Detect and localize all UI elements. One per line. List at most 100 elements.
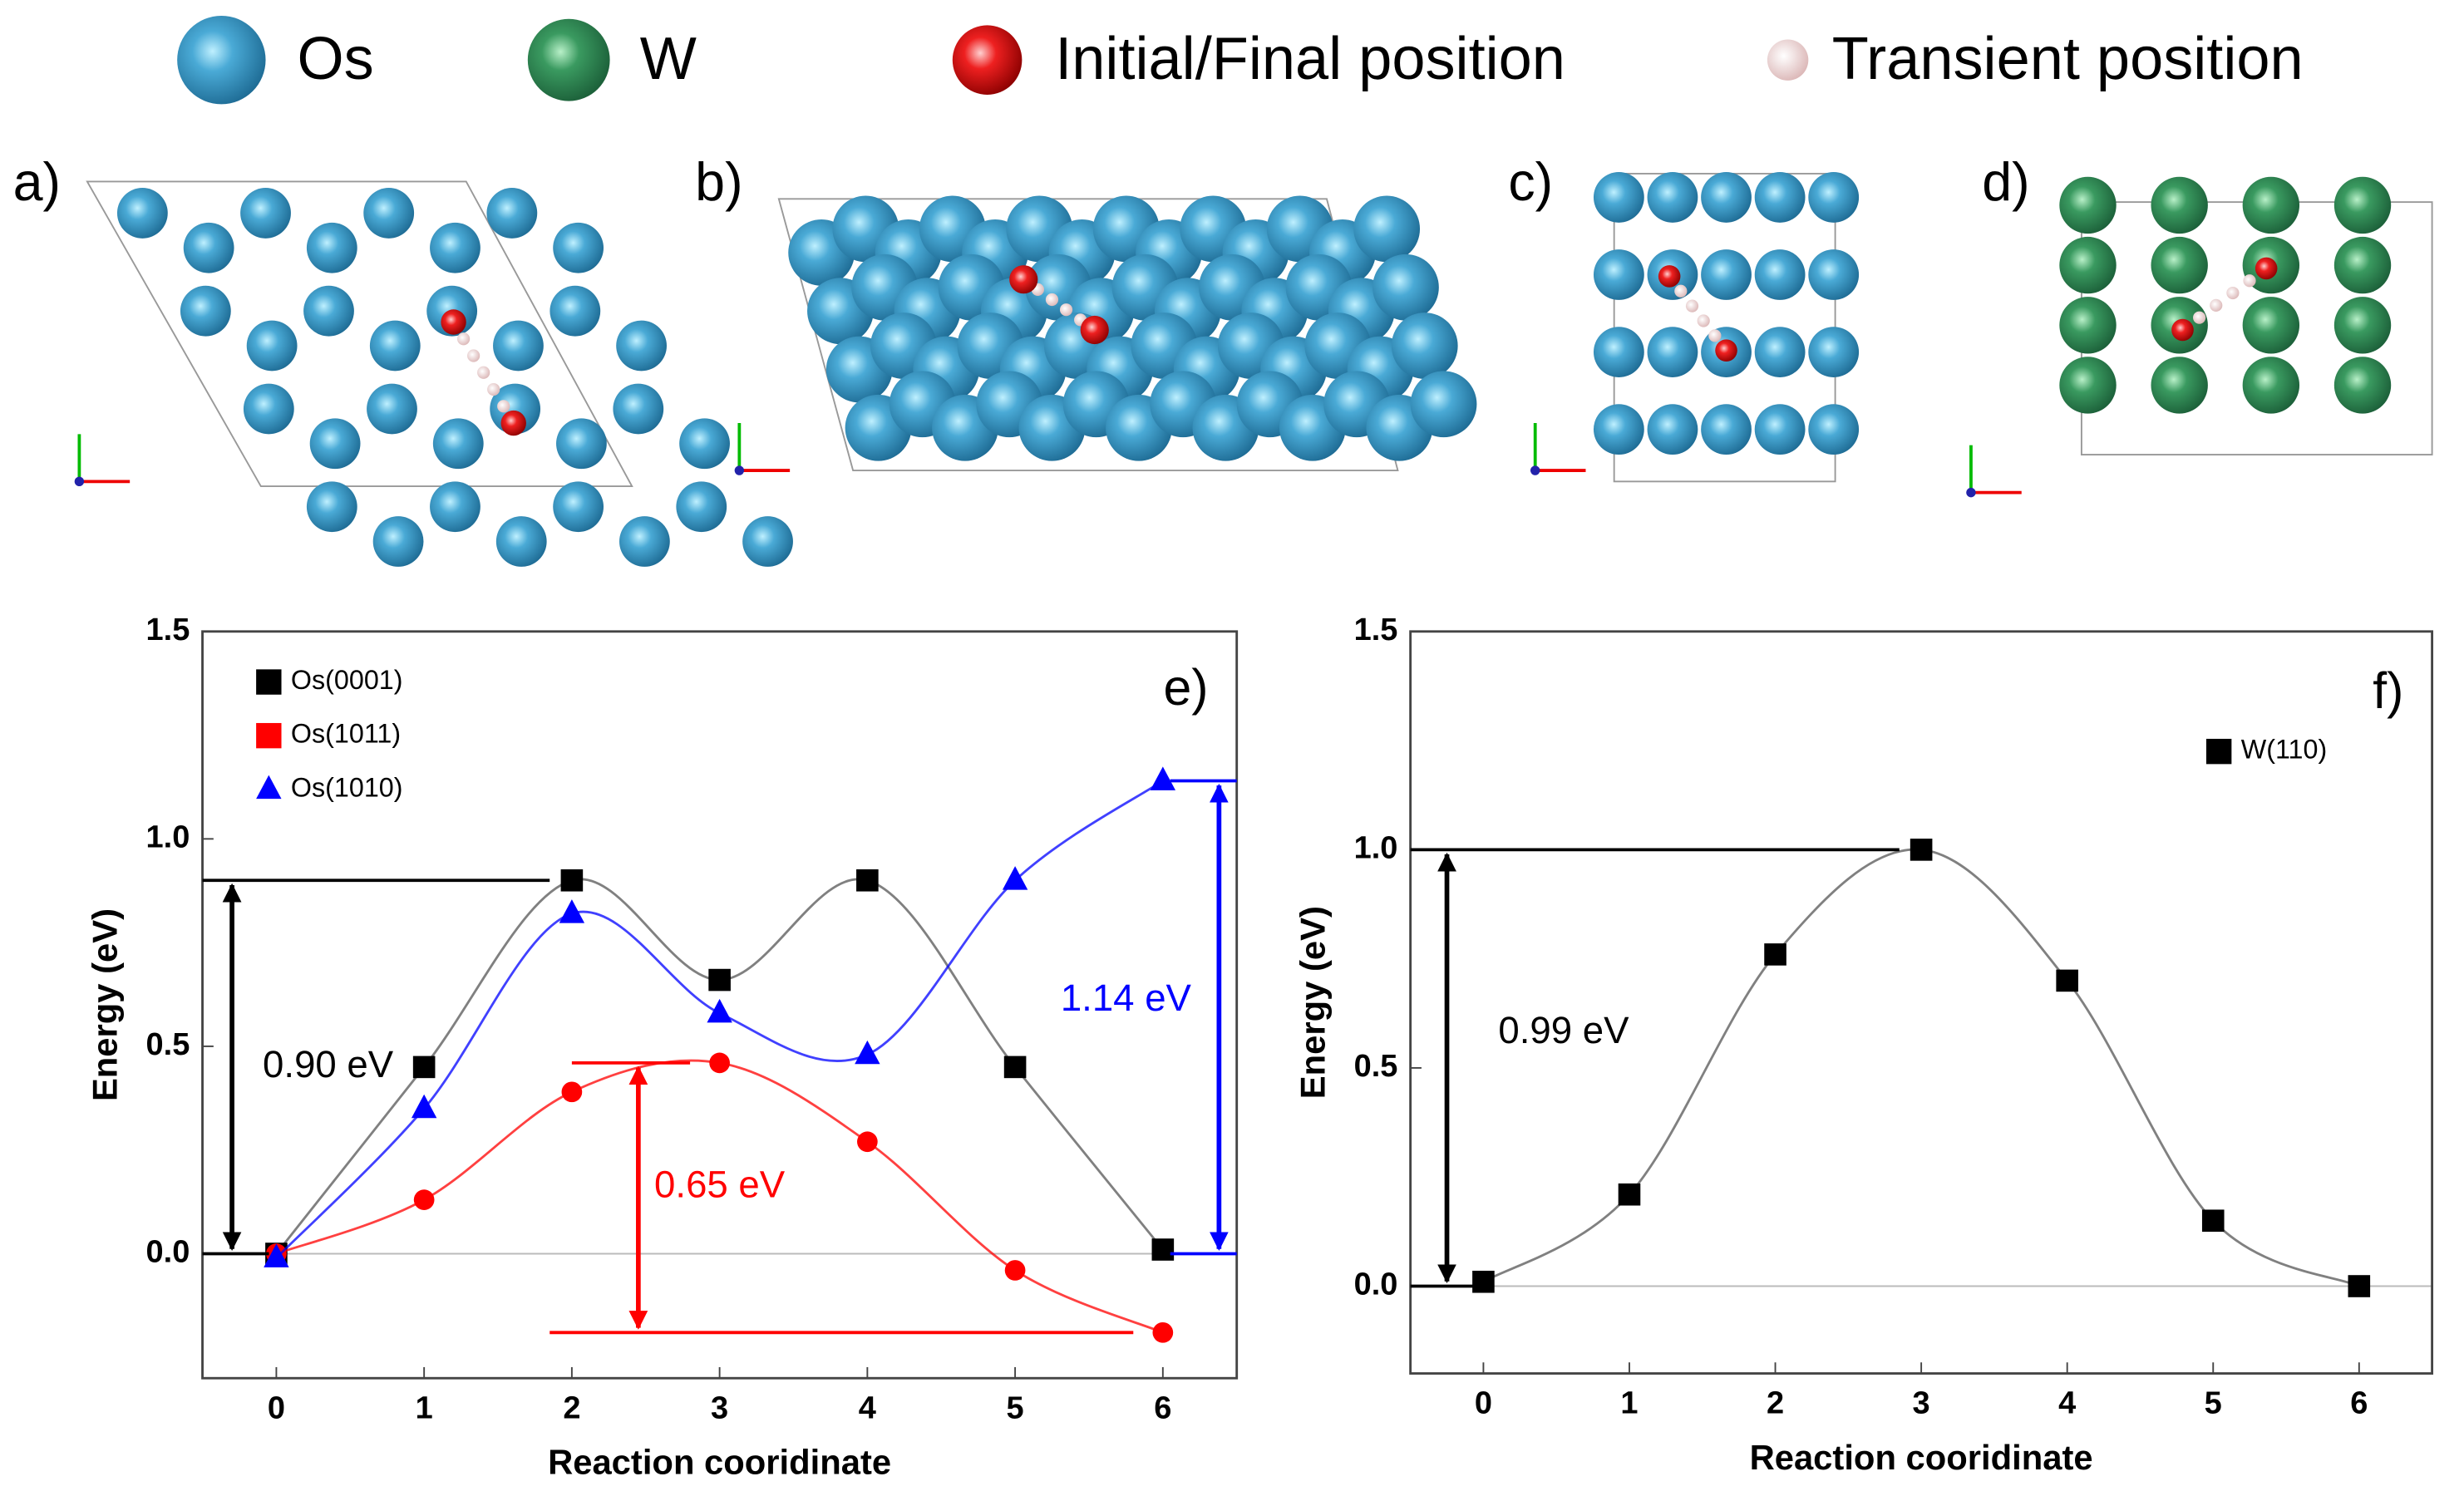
atom [2210,298,2223,312]
atom [1593,327,1644,377]
atom [1808,404,1860,455]
legend-initial-icon [952,25,1023,95]
legend-text: W(110) [2241,735,2327,765]
atom [553,222,604,273]
panel-label: c) [1508,152,1553,212]
atom [1754,327,1806,377]
panel-label: d) [1982,152,2029,212]
atom [2242,176,2300,234]
marker [855,1040,880,1065]
atom [1080,315,1109,345]
axis-indicator [74,476,85,487]
marker [709,1052,730,1074]
marker [1004,1260,1026,1281]
marker [2201,1209,2225,1233]
atom [1808,249,1860,300]
marker [1764,943,1786,966]
atom [2333,176,2392,234]
atom [2059,297,2117,354]
legend-text: Initial/Final position [1055,26,1565,92]
atom [306,481,357,533]
atom [549,285,601,337]
atom [467,349,480,362]
atom [2255,257,2278,280]
atom [2243,274,2256,288]
marker [1151,1238,1175,1261]
atom [306,222,357,273]
atom [2151,176,2208,234]
atom [2059,236,2117,294]
y-tick-label: 1.0 [1354,830,1398,865]
series-line [1482,848,2360,1287]
atom [430,481,480,533]
atom [553,481,604,533]
x-tick-label: 4 [2058,1386,2076,1421]
y-tick-label: 0.0 [146,1235,190,1270]
marker [2348,1275,2371,1297]
legend-marker [256,669,282,695]
x-tick-label: 6 [1154,1390,1171,1425]
panel-label: a) [13,152,61,212]
top-legend: Os W Initial/Final position Transient po… [177,15,2304,105]
atom [246,320,298,372]
annotation-text: 1.14 eV [1061,977,1192,1019]
atom [1674,284,1688,298]
atom [1697,314,1710,327]
legend-transient-icon [1767,39,1809,81]
atom [2059,176,2117,234]
atom [1353,195,1421,263]
atom [1009,265,1038,294]
atom [369,320,421,372]
marker [412,1056,436,1079]
atom [240,188,291,239]
charts: 0.0 0.5 1.0 1.5 0 1 2 3 4 5 6 Reaction cooridinate E… [86,613,2434,1482]
legend-text: Transient position [1832,26,2304,92]
marker [1910,839,1933,861]
atom [2333,297,2392,354]
atom [477,366,490,379]
x-tick-label: 5 [2205,1386,2222,1421]
marker [264,1243,289,1267]
panel-label: b) [695,152,742,212]
annotation-text: 0.90 eV [263,1043,394,1085]
atom [1754,172,1806,223]
x-tick-label: 6 [2350,1386,2368,1421]
legend-marker [2205,738,2232,765]
atom [1593,249,1644,300]
legend-text: Os [298,26,374,92]
atom [1391,312,1458,379]
annotation-text: 0.65 eV [654,1164,786,1206]
x-tick-label: 3 [1913,1386,1930,1421]
marker [413,1189,435,1210]
atom [363,188,415,239]
marker [411,1094,437,1119]
atom [1754,249,1806,300]
atom [180,285,231,337]
atom [456,332,471,346]
atom [613,383,664,435]
atom [2333,357,2392,414]
atom [1715,339,1737,362]
atom [303,285,354,337]
atom [1701,172,1752,223]
legend-marker [256,722,282,749]
atom [676,481,727,533]
x-axis-label: Reaction cooridinate [548,1443,891,1482]
panel-label: f) [2373,662,2403,719]
x-axis-label: Reaction cooridinate [1750,1438,2093,1477]
atom [309,418,361,470]
y-axis-label: Energy (eV) [1294,906,1333,1099]
atom [487,382,500,396]
atom [1059,303,1073,317]
marker [1472,1270,1495,1293]
marker [1002,866,1028,890]
legend-text: W [640,26,697,92]
atom [1685,299,1699,312]
x-tick-label: 2 [563,1390,580,1425]
legend-text: Os(1011) [291,719,401,749]
marker [708,968,731,992]
x-tick-label: 3 [711,1390,728,1425]
atom [432,418,484,470]
structures [74,172,2433,567]
